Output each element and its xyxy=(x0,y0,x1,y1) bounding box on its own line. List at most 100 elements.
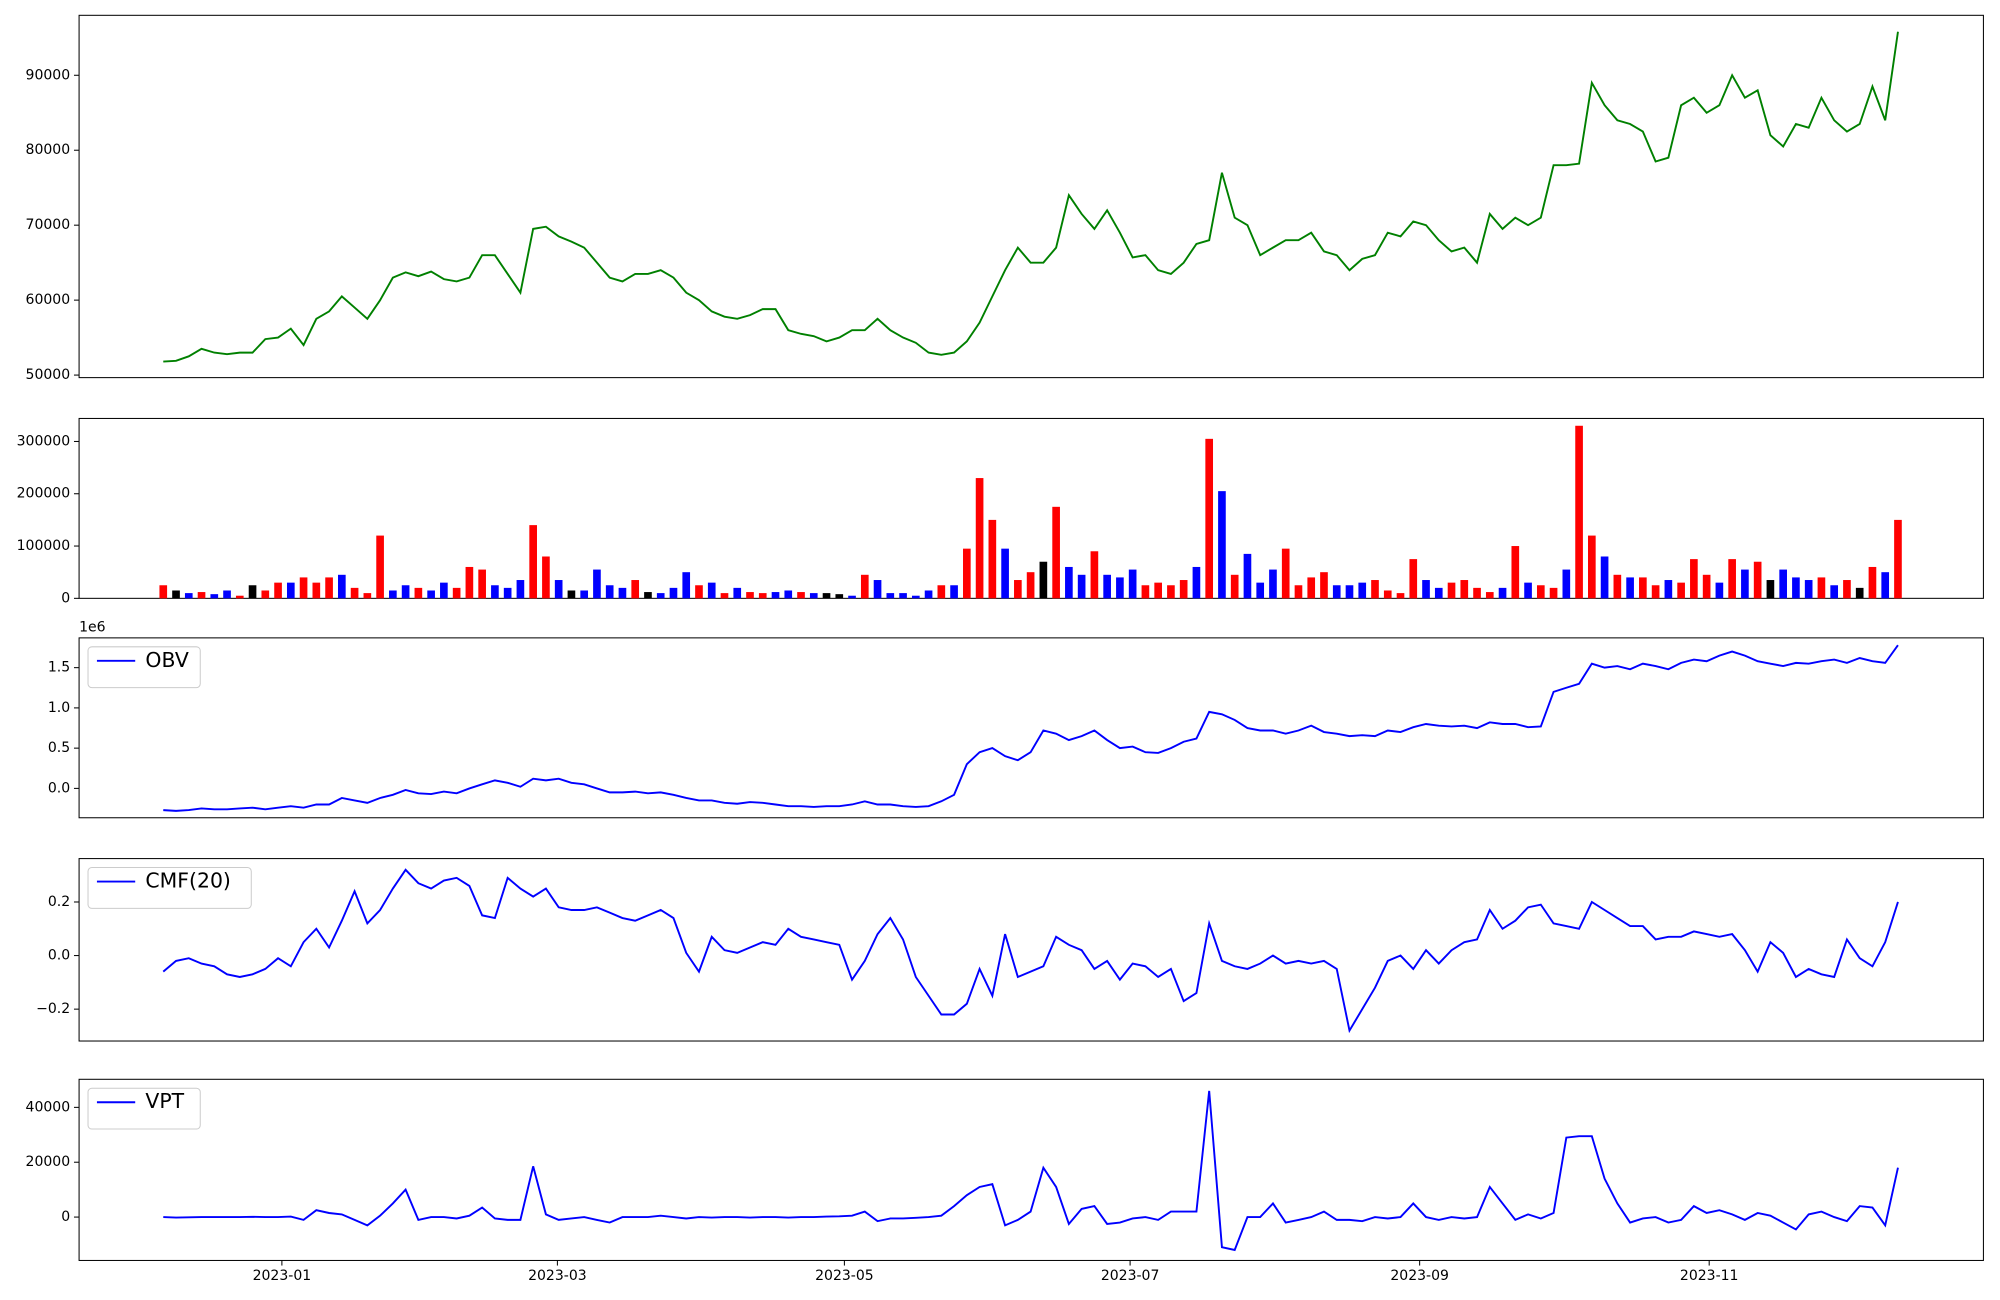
bar xyxy=(733,587,742,599)
y-tick-label: 1.5 xyxy=(48,660,70,676)
x-tick-label: 2023-01 xyxy=(253,1268,312,1284)
legend: VPT xyxy=(87,1087,201,1130)
x-tick-label: 2023-05 xyxy=(815,1268,874,1284)
bar xyxy=(695,585,703,599)
axes-frame xyxy=(78,417,1984,599)
y-tick-label: 0 xyxy=(61,590,70,606)
line xyxy=(163,31,1899,363)
bar xyxy=(210,594,219,599)
bar xyxy=(1103,574,1111,599)
y-tick-label: 70000 xyxy=(26,217,71,233)
bar xyxy=(1677,582,1685,599)
bar xyxy=(1600,556,1609,599)
bar xyxy=(1473,587,1481,599)
bar xyxy=(1830,585,1839,599)
bar xyxy=(299,577,308,599)
bar xyxy=(1524,582,1532,599)
bar xyxy=(529,525,537,599)
x-tick-label: 2023-07 xyxy=(1101,1268,1160,1284)
bar xyxy=(1651,585,1660,599)
bar xyxy=(1804,580,1813,599)
legend-label: VPT xyxy=(145,1089,184,1113)
y-tick-label: 40000 xyxy=(26,1099,71,1115)
bar xyxy=(924,590,933,599)
bar xyxy=(1141,585,1150,599)
bar xyxy=(1817,577,1826,599)
bar xyxy=(197,592,206,599)
bar xyxy=(172,590,180,599)
bar xyxy=(822,593,831,599)
bar xyxy=(1690,559,1698,599)
bar xyxy=(1409,559,1418,599)
bar xyxy=(1588,535,1596,599)
bar xyxy=(1192,566,1201,599)
bar xyxy=(1702,574,1711,599)
bar xyxy=(605,585,614,599)
y-tick-label: 50000 xyxy=(26,367,71,383)
y-tick-label: 0.5 xyxy=(48,740,70,756)
bar xyxy=(988,519,997,599)
bar xyxy=(1294,585,1303,599)
bar xyxy=(1881,572,1890,599)
bar xyxy=(618,587,627,599)
bar xyxy=(1154,582,1162,599)
bar xyxy=(656,593,665,599)
bar xyxy=(1128,569,1137,599)
bar xyxy=(1371,580,1379,599)
y-tick-label: 0.2 xyxy=(48,894,70,910)
bar xyxy=(516,580,525,599)
bar xyxy=(771,592,780,599)
bar xyxy=(1396,593,1405,599)
axes-frame xyxy=(78,1078,1984,1261)
bar xyxy=(1639,577,1647,599)
bar xyxy=(1065,566,1073,599)
legend-label: OBV xyxy=(145,648,188,672)
bar xyxy=(159,585,168,599)
x-tick-label: 2023-09 xyxy=(1390,1268,1449,1284)
bar xyxy=(1001,548,1009,599)
bar xyxy=(1434,587,1443,599)
y-tick-label: 60000 xyxy=(26,292,71,308)
axis-offset: 1e6 xyxy=(79,620,106,636)
bar xyxy=(886,593,895,599)
bar xyxy=(376,535,384,599)
bar xyxy=(1779,569,1787,599)
bar xyxy=(899,593,907,599)
bar xyxy=(1549,587,1558,599)
y-tick-label: 1.0 xyxy=(48,700,70,716)
bar xyxy=(1613,574,1622,599)
x-tick-label: 2023-11 xyxy=(1680,1268,1739,1284)
bar xyxy=(312,582,321,599)
bar xyxy=(809,593,818,599)
bar xyxy=(1167,585,1175,599)
bar xyxy=(1256,582,1265,599)
bar xyxy=(503,587,512,599)
bar xyxy=(1269,569,1277,599)
bar xyxy=(911,595,920,599)
x-tick-label: 2023-03 xyxy=(528,1268,587,1284)
bar xyxy=(1116,577,1124,599)
y-tick-label: 80000 xyxy=(26,142,71,158)
line xyxy=(162,868,1899,1034)
legend-label: CMF(20) xyxy=(145,869,230,893)
bar xyxy=(1205,438,1214,599)
bar xyxy=(1766,580,1775,599)
bar xyxy=(363,593,372,599)
bar xyxy=(682,572,691,599)
y-tick-label: 20000 xyxy=(26,1154,71,1170)
bar xyxy=(644,592,652,599)
bar xyxy=(1307,577,1316,599)
line xyxy=(163,644,1899,812)
bar xyxy=(1345,585,1354,599)
bar xyxy=(1562,569,1571,599)
bar xyxy=(1792,577,1800,599)
bar xyxy=(950,585,958,599)
bar xyxy=(669,587,678,599)
bar xyxy=(1332,585,1341,599)
bar xyxy=(274,582,282,599)
legend-box xyxy=(87,1087,201,1130)
bar xyxy=(963,548,971,599)
y-tick-label: 200000 xyxy=(17,486,71,502)
y-tick-label: 90000 xyxy=(26,67,71,83)
